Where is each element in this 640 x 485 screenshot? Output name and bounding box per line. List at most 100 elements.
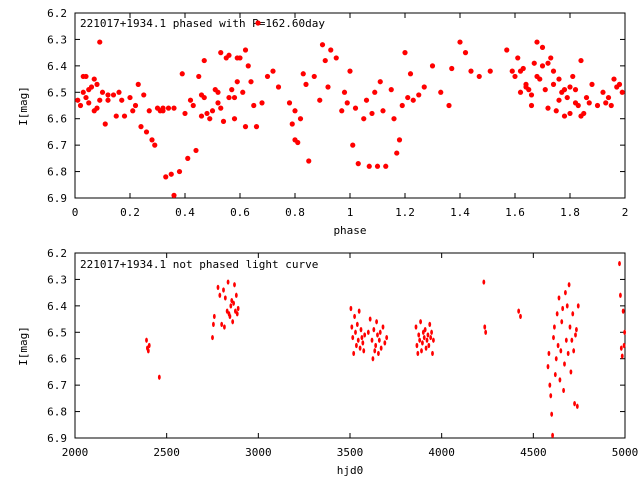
data-point: [368, 316, 372, 322]
data-point: [572, 87, 579, 93]
data-point: [94, 105, 100, 111]
data-point: [383, 340, 387, 346]
data-point: [560, 319, 564, 325]
data-point: [603, 100, 609, 106]
data-point: [216, 284, 220, 290]
data-point: [410, 97, 416, 103]
data-point: [146, 108, 152, 114]
legend-marker: [255, 20, 261, 26]
x-tick-labels: 0 0.2 0.4 0.6 0.8 1 1.2 1.4 1.6 1.8 2: [72, 206, 629, 219]
x-tick-label: 3500: [337, 446, 364, 459]
data-point: [130, 108, 136, 114]
data-point: [419, 319, 422, 325]
data-point: [222, 287, 225, 293]
chart-title: 221017+1934.1 not phased light curve: [80, 258, 318, 271]
data-point: [548, 55, 554, 61]
data-point: [550, 411, 554, 417]
data-point: [218, 105, 224, 111]
data-point: [422, 334, 426, 341]
data-point: [363, 332, 367, 338]
data-point: [292, 108, 298, 114]
data-point: [223, 324, 226, 330]
data-point: [515, 55, 521, 61]
data-point: [105, 92, 111, 98]
data-point: [270, 68, 276, 74]
data-point: [306, 158, 312, 164]
data-point: [193, 147, 199, 154]
data-point: [564, 290, 567, 296]
data-point: [569, 369, 573, 375]
data-point: [319, 42, 326, 48]
data-point: [259, 100, 265, 106]
data-point: [135, 81, 141, 87]
data-point: [297, 116, 304, 122]
data-point: [484, 329, 488, 335]
x-tick-label: 0.8: [285, 206, 305, 219]
data-point: [418, 337, 422, 343]
data-point: [350, 142, 356, 148]
data-point: [428, 321, 432, 327]
data-point: [407, 71, 414, 77]
data-point: [594, 102, 601, 109]
data-point: [121, 113, 128, 119]
data-point: [374, 163, 381, 169]
data-point: [545, 105, 551, 111]
unphased-panel: 2000 2500 3000 3500 4000 4500 5000 6.26.36.46.…: [17, 247, 638, 477]
data-point: [589, 81, 595, 87]
data-point: [555, 311, 559, 317]
data-point: [431, 350, 434, 357]
data-point: [350, 324, 354, 330]
y-tick-label: 6.6: [47, 113, 67, 126]
x-tick-label: 1.6: [505, 206, 525, 219]
data-point: [361, 116, 367, 122]
data-point: [380, 108, 386, 114]
data-point: [119, 97, 125, 103]
data-point: [552, 334, 555, 341]
y-tick-label: 6.6: [47, 353, 67, 366]
data-point: [372, 327, 376, 333]
data-point: [416, 92, 422, 98]
data-point: [557, 295, 561, 301]
data-point: [351, 334, 355, 341]
data-point: [83, 94, 89, 101]
data-point: [578, 57, 584, 64]
data-point: [391, 116, 397, 122]
data-point: [207, 116, 213, 122]
data-point: [212, 313, 216, 320]
data-point: [415, 342, 419, 349]
y-tick-label: 6.5: [47, 326, 67, 339]
data-point: [201, 94, 207, 101]
data-point: [376, 332, 379, 338]
y-axis-label: I[mag]: [17, 86, 30, 126]
data-point: [352, 105, 359, 111]
y-tick-labels: 6.2 6.3 6.4 6.5 6.6 6.7 6.8 6.9: [47, 247, 67, 445]
data-point: [325, 84, 331, 90]
data-point: [339, 108, 345, 114]
data-point: [483, 324, 487, 330]
data-point: [573, 401, 576, 407]
data-point: [237, 55, 243, 61]
data-point: [534, 39, 540, 45]
data-point: [146, 348, 150, 354]
data-point: [165, 105, 172, 111]
axis-ticks: [74, 12, 626, 199]
data-point: [572, 348, 576, 354]
data-point: [157, 374, 161, 380]
data-point: [586, 100, 592, 106]
x-tick-label: 4500: [520, 446, 547, 459]
data-point: [204, 110, 210, 117]
x-tick-label: 0.6: [230, 206, 250, 219]
data-point: [179, 71, 185, 77]
x-tick-label: 2000: [62, 446, 89, 459]
y-tick-label: 6.7: [47, 379, 67, 392]
data-point: [370, 337, 374, 343]
data-point: [300, 71, 306, 77]
data-point: [233, 282, 236, 288]
data-point: [564, 94, 570, 101]
data-point: [353, 313, 356, 320]
data-point: [575, 403, 579, 409]
data-point: [420, 348, 423, 354]
data-point: [568, 324, 572, 330]
